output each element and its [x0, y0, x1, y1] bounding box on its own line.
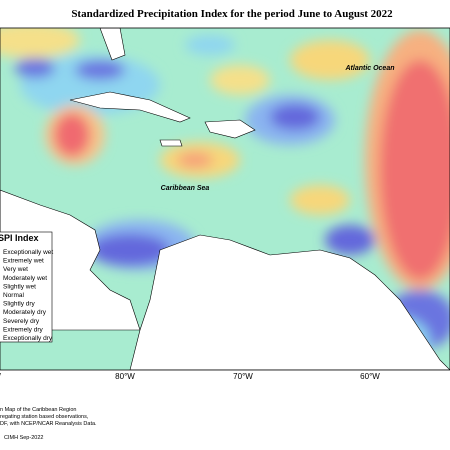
longitude-labels: 90°W 80°W 70°W 60°W — [0, 372, 380, 381]
footer-line: CIMH Sep-2022 — [4, 435, 43, 441]
ocean-label: Atlantic Ocean — [344, 65, 394, 72]
legend-item: Exceptionally dry — [3, 335, 53, 342]
legend-item: Slightly dry — [3, 301, 36, 308]
map-frame — [0, 27, 450, 371]
legend-item: Exceptionally wet — [3, 249, 53, 256]
legend-title: SPI Index — [0, 233, 39, 243]
footer-line: DF, with NCEP/NCAR Reanalysis Data. — [0, 421, 97, 427]
longitude-label: 60°W — [360, 372, 380, 381]
legend-item: Slightly wet — [3, 283, 36, 290]
legend-item: Normal — [3, 292, 25, 299]
legend-item: Moderately dry — [3, 309, 47, 316]
legend-item: Extremely dry — [3, 326, 43, 333]
sea-label: Caribbean Sea — [161, 185, 210, 192]
longitude-label: 90°W — [0, 372, 1, 381]
legend-item: Moderately wet — [3, 275, 47, 282]
map-title: Standardized Precipitation Index for the… — [71, 8, 393, 20]
legend-item: Very wet — [3, 266, 28, 273]
legend-box — [0, 231, 53, 343]
longitude-label: 70°W — [233, 372, 253, 381]
legend-item: Severely dry — [3, 318, 40, 325]
spi-field — [0, 28, 450, 370]
footer-line: n Map of the Caribbean Region — [0, 407, 76, 413]
longitude-label: 80°W — [115, 372, 135, 381]
footer-line: regating station based observations, — [0, 414, 89, 420]
legend-item: Extremely wet — [3, 258, 44, 265]
